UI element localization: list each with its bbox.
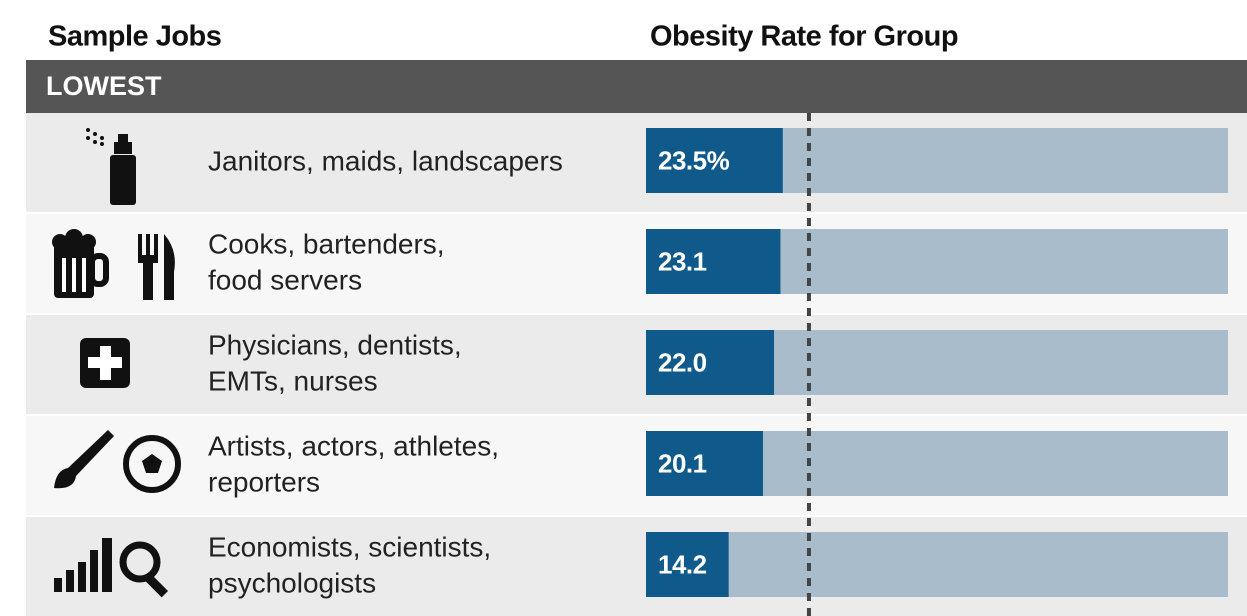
section-band [26, 60, 1247, 113]
value-label: 23.1 [658, 246, 707, 276]
value-label: 20.1 [658, 448, 707, 478]
category-line: Cooks, bartenders, [208, 229, 445, 260]
science-icon [54, 538, 169, 598]
value-label: 14.2 [658, 549, 707, 579]
medical-icon [80, 338, 130, 388]
category-label: Economists, scientists, psychologists [208, 532, 491, 599]
category-label: Janitors, maids, landscapers [208, 146, 563, 177]
icons [52, 128, 181, 598]
section-label: LOWEST [46, 71, 162, 101]
category-line: Economists, scientists, [208, 532, 491, 563]
category-line: EMTs, nurses [208, 366, 378, 397]
rows: Janitors, maids, landscapers 23.5% Cooks, … [26, 113, 1247, 616]
column-header: Obesity Rate for Group [650, 21, 958, 53]
category-line: psychologists [208, 568, 376, 599]
bar [646, 128, 783, 193]
value-label: 23.5% [658, 145, 730, 175]
category-line: food servers [208, 265, 362, 296]
category-line: Janitors, maids, landscapers [208, 146, 563, 177]
value-label: 22.0 [658, 347, 707, 377]
bar [646, 330, 775, 395]
bar-track [646, 532, 1228, 597]
category-label: Physicians, dentists, EMTs, nurses [208, 330, 462, 397]
category-line: reporters [208, 467, 320, 498]
arts-icon [54, 430, 181, 493]
category-label: Artists, actors, athletes, reporters [208, 431, 499, 498]
bar [646, 431, 763, 496]
category-line: Artists, actors, athletes, [208, 431, 499, 462]
bar [646, 532, 729, 597]
food-icon [52, 229, 175, 300]
bar [646, 229, 781, 294]
category-label: Cooks, bartenders, food servers [208, 229, 445, 296]
spray-icon [86, 128, 136, 205]
category-line: Physicians, dentists, [208, 330, 462, 361]
column-header: Sample Jobs [48, 21, 221, 53]
